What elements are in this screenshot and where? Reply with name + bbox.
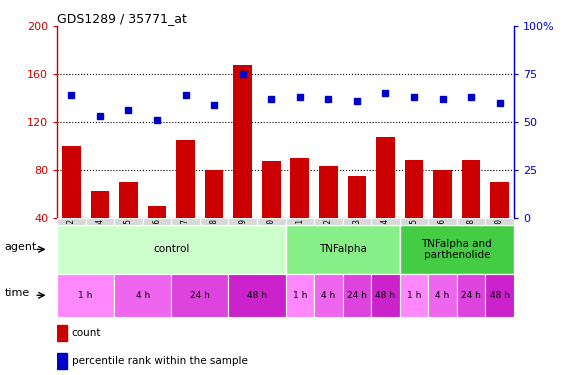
Bar [262,161,280,266]
Text: control: control [153,244,190,254]
Bar [314,274,343,317]
Text: 48 h: 48 h [489,291,510,300]
Bar [400,274,428,317]
Bar [200,217,228,225]
Bar [286,225,400,274]
Bar [57,217,86,225]
Bar [485,217,514,225]
Text: TNFalpha: TNFalpha [319,244,367,254]
Bar [400,217,428,225]
Bar [286,274,314,317]
Bar [57,274,114,317]
Bar [348,176,366,266]
Text: GSM47306: GSM47306 [152,218,162,255]
Bar [319,166,337,266]
Text: 4 h: 4 h [436,291,449,300]
Text: 4 h: 4 h [136,291,150,300]
Bar [114,217,143,225]
Text: GSM47310: GSM47310 [267,218,276,255]
Bar [457,217,485,225]
Bar [371,217,400,225]
Text: 1 h: 1 h [78,291,93,300]
Text: GDS1289 / 35771_at: GDS1289 / 35771_at [57,12,187,25]
Text: GSM47316: GSM47316 [438,218,447,255]
Bar [428,217,457,225]
Text: GSM47302: GSM47302 [67,218,76,255]
Text: GSM47308: GSM47308 [210,218,219,255]
Bar [490,182,509,266]
Text: TNFalpha and
parthenolide: TNFalpha and parthenolide [421,238,492,260]
Text: GSM47309: GSM47309 [238,218,247,255]
Bar [171,217,200,225]
Bar [371,274,400,317]
Text: 24 h: 24 h [190,291,210,300]
Text: GSM47307: GSM47307 [181,218,190,255]
Text: GSM47318: GSM47318 [467,218,476,255]
Text: GSM47314: GSM47314 [381,218,390,255]
Text: GSM47311: GSM47311 [295,218,304,255]
Bar [148,206,166,266]
Text: 1 h: 1 h [407,291,421,300]
Text: GSM47320: GSM47320 [495,218,504,255]
Bar [286,217,314,225]
Bar [143,217,171,225]
Bar [462,160,480,266]
Bar [234,64,252,266]
Text: 48 h: 48 h [247,291,267,300]
Text: GSM47305: GSM47305 [124,218,133,255]
Bar [433,170,452,266]
Bar [176,140,195,266]
Bar [205,170,223,266]
Bar [314,217,343,225]
Text: GSM47312: GSM47312 [324,218,333,255]
Bar [228,274,286,317]
Bar [57,353,67,369]
Bar [86,217,114,225]
Bar [343,217,371,225]
Bar [485,274,514,317]
Bar [114,274,171,317]
Text: agent: agent [5,242,37,252]
Text: 48 h: 48 h [375,291,396,300]
Bar [457,274,485,317]
Bar [376,137,395,266]
Text: 24 h: 24 h [461,291,481,300]
Text: GSM47313: GSM47313 [352,218,361,255]
Bar [405,160,423,266]
Bar [57,325,67,341]
Text: GSM47304: GSM47304 [95,218,104,255]
Bar [400,225,514,274]
Bar [291,158,309,266]
Bar [171,274,228,317]
Bar [62,146,81,266]
Bar [91,191,109,266]
Text: count: count [72,328,101,338]
Bar [428,274,457,317]
Text: percentile rank within the sample: percentile rank within the sample [72,356,248,366]
Text: 1 h: 1 h [292,291,307,300]
Text: time: time [5,288,30,298]
Bar [343,274,371,317]
Bar [57,225,286,274]
Text: GSM47315: GSM47315 [409,218,419,255]
Bar [257,217,286,225]
Text: 24 h: 24 h [347,291,367,300]
Text: 4 h: 4 h [321,291,335,300]
Bar [228,217,257,225]
Bar [119,182,138,266]
